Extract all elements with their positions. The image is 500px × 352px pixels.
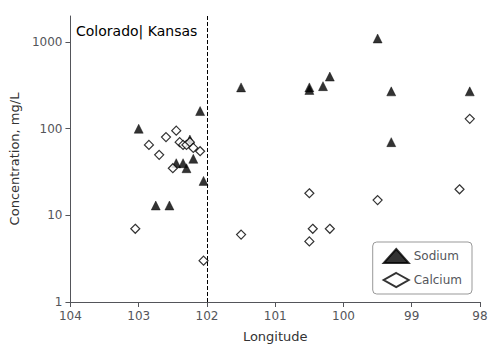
- svg-text:98: 98: [472, 309, 487, 323]
- svg-text:10: 10: [47, 208, 62, 222]
- svg-text:99: 99: [404, 309, 419, 323]
- svg-text:Longitude: Longitude: [243, 329, 308, 344]
- svg-text:100: 100: [40, 122, 63, 136]
- svg-text:Calcium: Calcium: [414, 273, 462, 287]
- svg-text:1000: 1000: [32, 35, 63, 49]
- svg-text:1: 1: [55, 295, 63, 309]
- svg-text:Colorado| Kansas: Colorado| Kansas: [76, 23, 197, 40]
- svg-text:Concentration, mg/L: Concentration, mg/L: [7, 92, 22, 226]
- svg-text:103: 103: [127, 309, 150, 323]
- svg-text:104: 104: [59, 309, 82, 323]
- svg-text:102: 102: [196, 309, 219, 323]
- svg-text:101: 101: [264, 309, 287, 323]
- svg-text:Sodium: Sodium: [414, 249, 459, 263]
- svg-text:100: 100: [332, 309, 355, 323]
